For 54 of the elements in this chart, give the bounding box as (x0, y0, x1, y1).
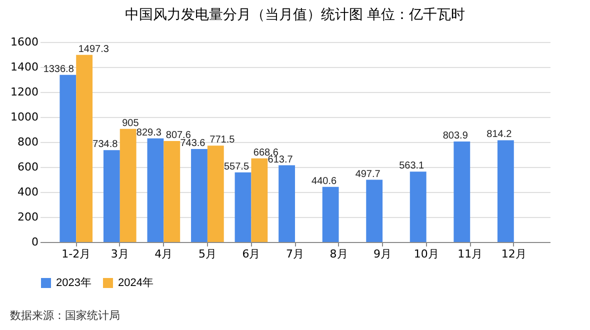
data-label: 1497.3 (78, 44, 110, 55)
y-tick-label: 800 (18, 136, 38, 148)
x-tick-label: 6月 (242, 248, 260, 260)
bar (76, 54, 93, 242)
chart-title: 中国风力发电量分月（当月值）统计图 单位：亿千瓦时 (124, 7, 466, 23)
data-label: 497.7 (355, 168, 381, 180)
y-tick-label: 400 (18, 186, 38, 198)
data-label: 1336.8 (43, 64, 74, 75)
bar (454, 142, 470, 242)
x-tick-label: 12月 (501, 248, 526, 260)
bar (410, 172, 426, 242)
y-tick-label: 200 (18, 210, 38, 224)
bar (191, 149, 208, 242)
data-label: 803.9 (442, 130, 468, 142)
x-tick-label: 7月 (286, 248, 304, 260)
x-tick-label: 10月 (414, 248, 439, 260)
y-tick-label: 1000 (10, 110, 38, 124)
data-label: 557.5 (224, 161, 250, 172)
bar (207, 146, 224, 242)
data-label: 829.3 (136, 127, 162, 138)
legend-label: 2023年 (56, 277, 92, 289)
y-tick-label: 600 (18, 160, 38, 174)
x-tick-label: 8月 (330, 248, 348, 260)
x-tick-label: 4月 (154, 248, 173, 260)
x-tick-label: 3月 (110, 248, 129, 260)
legend-label: 2024年 (118, 277, 154, 289)
data-label: 905 (122, 118, 140, 129)
x-tick-label: 9月 (374, 248, 392, 260)
bar (120, 128, 136, 242)
bar (60, 74, 76, 242)
bar (164, 141, 180, 242)
data-label: 613.7 (268, 154, 294, 166)
bar (366, 180, 383, 242)
bar (103, 150, 120, 242)
x-tick-label: 11月 (458, 248, 483, 260)
data-label: 743.6 (180, 138, 206, 150)
data-label: 440.6 (312, 176, 337, 187)
y-tick-label: 0 (32, 236, 38, 248)
y-tick-label: 1600 (10, 36, 38, 48)
data-label: 771.5 (210, 134, 236, 146)
data-label: 814.2 (486, 129, 512, 140)
bar (234, 172, 252, 242)
bar (497, 140, 514, 242)
data-label: 563.1 (399, 160, 425, 172)
bar (322, 186, 339, 242)
data-label: 734.8 (92, 139, 118, 150)
bar (251, 158, 268, 242)
x-tick-label: 5月 (198, 248, 216, 260)
source-note: 数据来源：国家统计局 (10, 308, 120, 323)
bar (147, 138, 164, 242)
y-tick-label: 1200 (10, 86, 38, 98)
x-tick-label: 1-2月 (62, 248, 91, 260)
y-tick-label: 1400 (10, 60, 38, 74)
bar (278, 165, 295, 242)
